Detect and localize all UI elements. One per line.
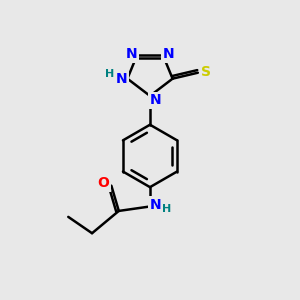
Text: N: N bbox=[163, 47, 174, 61]
Text: N: N bbox=[116, 72, 127, 86]
Text: S: S bbox=[201, 65, 211, 79]
Text: O: O bbox=[97, 176, 109, 190]
Text: H: H bbox=[105, 69, 114, 79]
Text: N: N bbox=[126, 47, 137, 61]
Text: H: H bbox=[162, 204, 171, 214]
Text: N: N bbox=[149, 198, 161, 212]
Text: N: N bbox=[149, 93, 161, 107]
